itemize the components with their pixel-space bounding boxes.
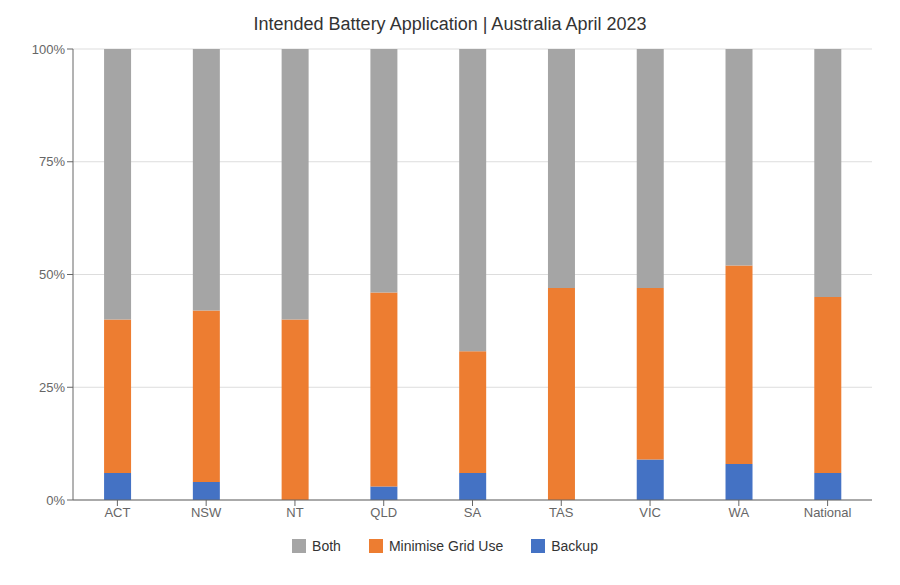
svg-text:0%: 0% [46,493,65,508]
svg-text:50%: 50% [39,267,65,282]
html-text:Both: Both [312,538,341,554]
html-text:Intended Battery Application |: Intended Battery Application | Australia… [253,14,647,34]
svg-text:25%: 25% [39,380,65,395]
svg-text:National: National [804,505,852,520]
svg-text:SA: SA [464,505,482,520]
svg-text:ACT: ACT [104,505,130,520]
svg-text:NSW: NSW [191,505,222,520]
svg-text:VIC: VIC [639,505,661,520]
svg-text:WA: WA [729,505,750,520]
svg-text:QLD: QLD [370,505,397,520]
html-text:Minimise Grid Use: Minimise Grid Use [388,538,504,554]
svg-text:TAS: TAS [549,505,574,520]
html-text:Backup: Backup [551,538,598,554]
svg-text:100%: 100% [32,42,66,57]
svg-text:75%: 75% [39,154,65,169]
svg-text:NT: NT [286,505,303,520]
